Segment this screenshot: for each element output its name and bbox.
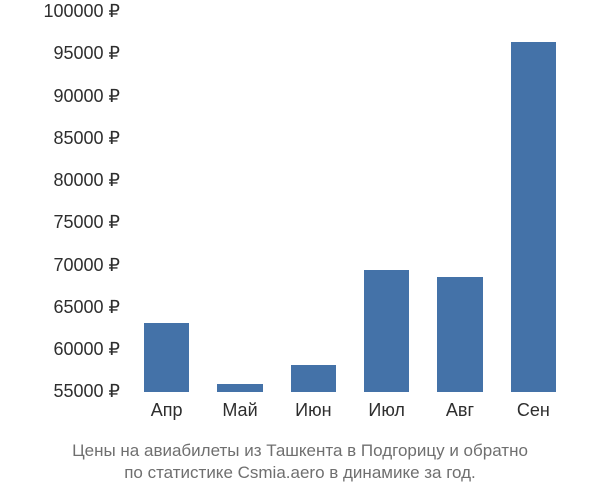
x-tick-label: Июл [350,400,423,421]
caption-line: Цены на авиабилеты из Ташкента в Подгори… [0,440,600,462]
x-tick-label: Июн [277,400,350,421]
y-tick-label: 85000 ₽ [53,128,120,149]
x-tick-label: Май [203,400,276,421]
price-chart: 55000 ₽ 60000 ₽ 65000 ₽ 70000 ₽ 75000 ₽ 80000… [0,0,600,500]
y-tick-label: 55000 ₽ [53,381,120,402]
x-tick-label: Апр [130,400,203,421]
chart-caption: Цены на авиабилеты из Ташкента в Подгори… [0,440,600,484]
bar [364,270,409,392]
y-tick-label: 100000 ₽ [43,1,120,22]
bar [511,42,556,392]
bar [437,277,482,392]
y-tick-label: 60000 ₽ [53,339,120,360]
y-tick-label: 75000 ₽ [53,212,120,233]
x-tick-label: Авг [423,400,496,421]
caption-line: по статистике Csmia.aero в динамике за г… [0,462,600,484]
y-tick-label: 65000 ₽ [53,297,120,318]
y-tick-label: 90000 ₽ [53,86,120,107]
y-tick-label: 80000 ₽ [53,170,120,191]
y-tick-label: 95000 ₽ [53,43,120,64]
bar [144,323,189,392]
y-tick-label: 70000 ₽ [53,255,120,276]
plot-area [130,12,570,392]
bar [217,384,262,392]
bar [291,365,336,392]
x-tick-label: Сен [497,400,570,421]
